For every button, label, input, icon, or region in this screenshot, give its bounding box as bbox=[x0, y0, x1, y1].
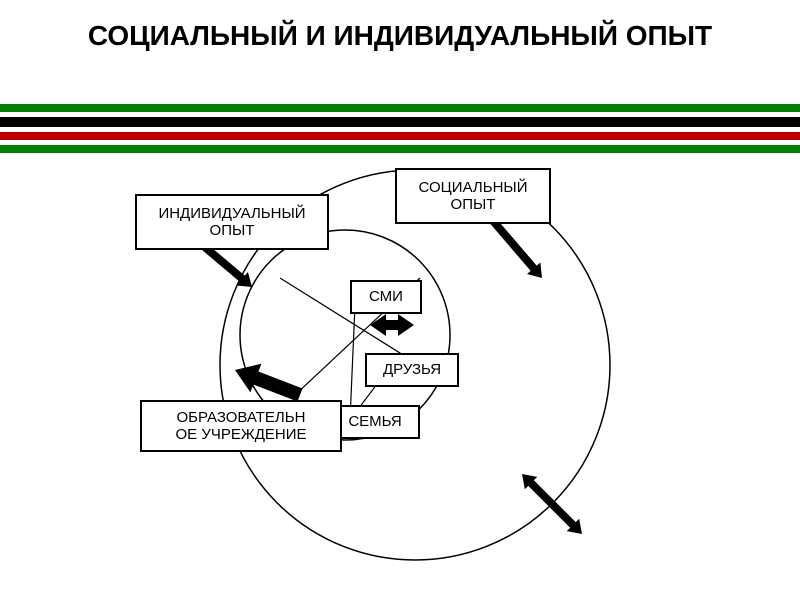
stripe bbox=[0, 132, 800, 140]
stripe bbox=[0, 145, 800, 153]
node-social-experience: СОЦИАЛЬНЫЙ ОПЫТ bbox=[395, 168, 551, 224]
node-individual-experience: ИНДИВИДУАЛЬНЫЙ ОПЫТ bbox=[135, 194, 329, 250]
node-friends: ДРУЗЬЯ bbox=[365, 353, 459, 387]
stripe bbox=[0, 104, 800, 112]
node-family: СЕМЬЯ bbox=[330, 405, 420, 439]
node-media: СМИ bbox=[350, 280, 422, 314]
node-label: СОЦИАЛЬНЫЙ ОПЫТ bbox=[419, 179, 528, 214]
node-label: СЕМЬЯ bbox=[348, 413, 401, 430]
page-title: СОЦИАЛЬНЫЙ И ИНДИВИДУАЛЬНЫЙ ОПЫТ bbox=[0, 20, 800, 52]
node-label: ИНДИВИДУАЛЬНЫЙ ОПЫТ bbox=[158, 205, 305, 240]
slide: { "title": { "text": "СОЦИАЛЬНЫЙ И\nИНДИ… bbox=[0, 0, 800, 600]
node-label: ДРУЗЬЯ bbox=[383, 361, 441, 378]
node-school: ОБРАЗОВАТЕЛЬН ОЕ УЧРЕЖДЕНИЕ bbox=[140, 400, 342, 452]
node-label: СМИ bbox=[369, 288, 403, 305]
stripe bbox=[0, 117, 800, 127]
node-label: ОБРАЗОВАТЕЛЬН ОЕ УЧРЕЖДЕНИЕ bbox=[175, 409, 306, 444]
